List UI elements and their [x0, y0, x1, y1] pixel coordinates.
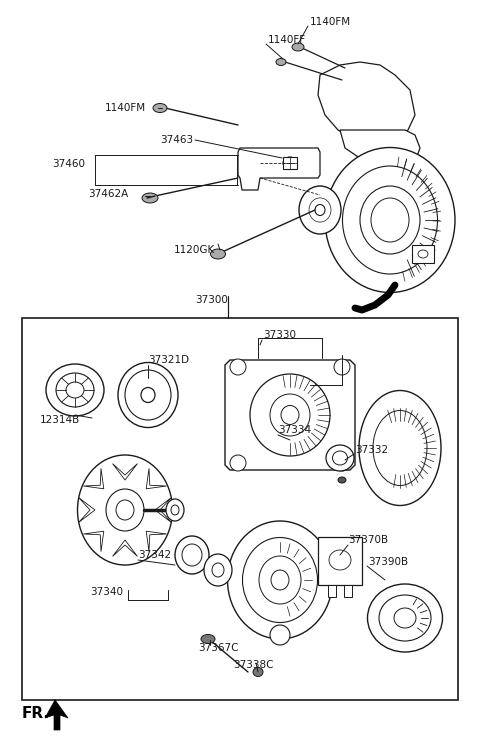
Ellipse shape: [137, 384, 159, 407]
Text: 37340: 37340: [90, 587, 123, 597]
Text: FR.: FR.: [22, 706, 50, 721]
Bar: [328, 585, 336, 597]
Ellipse shape: [270, 625, 290, 645]
Ellipse shape: [204, 554, 232, 586]
Polygon shape: [45, 700, 68, 730]
Ellipse shape: [77, 455, 172, 565]
Ellipse shape: [230, 359, 246, 375]
Ellipse shape: [259, 556, 301, 604]
Polygon shape: [84, 531, 104, 551]
Ellipse shape: [359, 390, 441, 505]
Ellipse shape: [253, 668, 263, 677]
Ellipse shape: [333, 451, 348, 465]
Polygon shape: [113, 464, 137, 480]
Text: 1140FF: 1140FF: [268, 35, 306, 45]
Ellipse shape: [142, 193, 158, 203]
Bar: [318, 537, 362, 585]
Text: 37463: 37463: [160, 135, 193, 145]
Ellipse shape: [283, 157, 297, 169]
Ellipse shape: [418, 250, 428, 258]
Polygon shape: [238, 148, 320, 190]
Polygon shape: [146, 531, 167, 551]
Text: 37334: 37334: [278, 425, 311, 435]
Ellipse shape: [133, 379, 163, 411]
Ellipse shape: [313, 203, 327, 217]
Bar: [412, 245, 434, 263]
Text: 37462A: 37462A: [88, 189, 128, 199]
Ellipse shape: [368, 584, 443, 652]
Ellipse shape: [334, 455, 350, 471]
Ellipse shape: [281, 405, 299, 424]
Ellipse shape: [228, 521, 333, 639]
Ellipse shape: [166, 499, 184, 521]
Ellipse shape: [292, 43, 304, 51]
Text: 37342: 37342: [138, 550, 171, 560]
Ellipse shape: [211, 249, 226, 259]
Ellipse shape: [326, 445, 354, 471]
Text: 1140FM: 1140FM: [310, 17, 351, 27]
Ellipse shape: [175, 536, 209, 574]
Text: 37338C: 37338C: [233, 660, 274, 670]
Ellipse shape: [171, 505, 179, 515]
Text: 1140FM: 1140FM: [105, 103, 146, 113]
Polygon shape: [340, 130, 420, 168]
Ellipse shape: [135, 381, 161, 409]
Ellipse shape: [270, 394, 310, 436]
Ellipse shape: [276, 59, 286, 65]
Ellipse shape: [371, 198, 409, 242]
Text: 37367C: 37367C: [198, 643, 239, 653]
Ellipse shape: [394, 608, 416, 628]
Text: 37321D: 37321D: [148, 355, 189, 365]
Ellipse shape: [153, 103, 167, 113]
Ellipse shape: [230, 455, 246, 471]
Ellipse shape: [315, 205, 325, 215]
Ellipse shape: [201, 634, 215, 643]
Polygon shape: [155, 498, 171, 522]
Ellipse shape: [56, 373, 94, 407]
Text: 37390B: 37390B: [368, 557, 408, 567]
Ellipse shape: [141, 387, 155, 402]
Ellipse shape: [250, 374, 330, 456]
Ellipse shape: [311, 200, 329, 220]
Bar: [344, 585, 352, 597]
Ellipse shape: [373, 410, 427, 485]
Ellipse shape: [271, 570, 289, 590]
Ellipse shape: [46, 364, 104, 416]
Ellipse shape: [125, 370, 171, 420]
Ellipse shape: [329, 550, 351, 570]
Ellipse shape: [66, 382, 84, 398]
Ellipse shape: [212, 563, 224, 577]
Text: 37330: 37330: [263, 330, 296, 340]
Ellipse shape: [106, 489, 144, 531]
Ellipse shape: [299, 186, 341, 234]
Polygon shape: [84, 468, 104, 489]
Polygon shape: [79, 498, 95, 522]
Ellipse shape: [116, 500, 134, 520]
Polygon shape: [146, 468, 167, 489]
Ellipse shape: [309, 198, 331, 222]
Text: 37332: 37332: [355, 445, 388, 455]
Polygon shape: [225, 360, 355, 470]
Bar: [22, 318, 458, 700]
Polygon shape: [113, 540, 137, 556]
Ellipse shape: [360, 186, 420, 254]
Text: 37460: 37460: [52, 159, 85, 169]
Text: 12314B: 12314B: [40, 415, 80, 425]
Text: 1120GK: 1120GK: [174, 245, 215, 255]
Ellipse shape: [338, 477, 346, 483]
Ellipse shape: [334, 359, 350, 375]
Polygon shape: [318, 62, 415, 142]
Ellipse shape: [343, 166, 437, 274]
Ellipse shape: [325, 148, 455, 292]
Ellipse shape: [379, 595, 431, 641]
Ellipse shape: [242, 537, 317, 623]
Bar: [283, 157, 297, 169]
Ellipse shape: [118, 363, 178, 427]
Ellipse shape: [182, 544, 202, 566]
Text: 37300: 37300: [195, 295, 228, 305]
Text: 37370B: 37370B: [348, 535, 388, 545]
